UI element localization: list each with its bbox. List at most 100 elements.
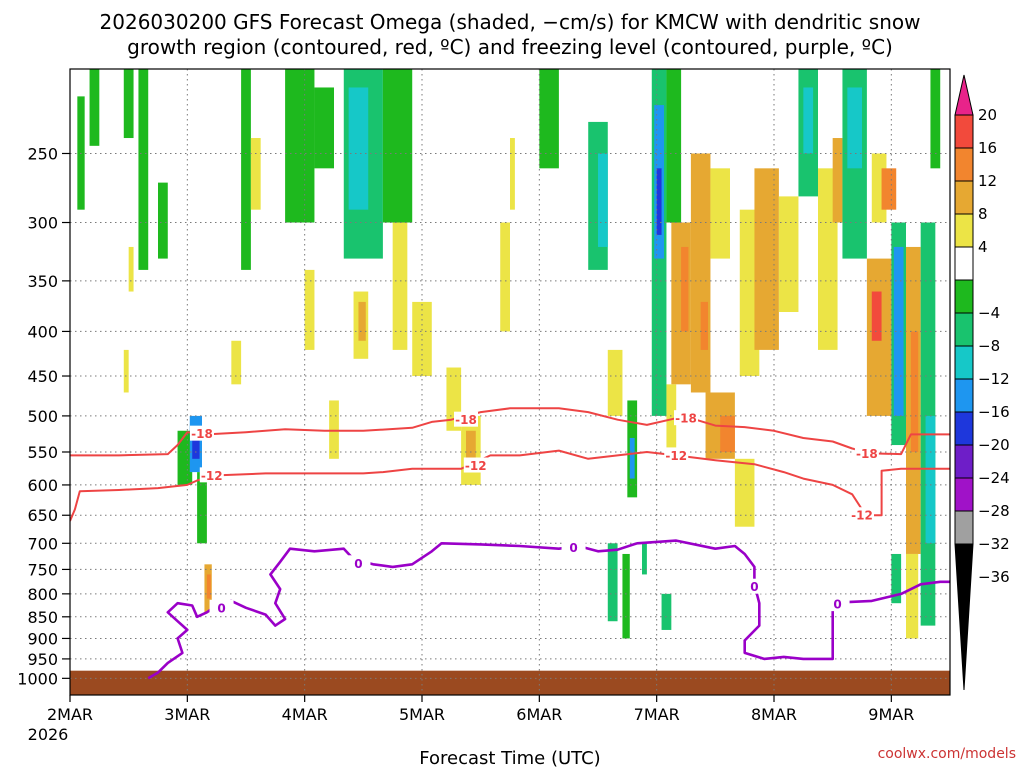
omega-cell-63 [847,87,862,169]
x-tick-label-8MAR: 8MAR [751,705,797,724]
omega-cell-47 [666,384,677,459]
contour-label-2-3: 0 [750,580,758,594]
isotherm-contours: -18 -18 -18 -18 -12 -12 -12 -12 0 0 0 0 0 [70,407,950,680]
omega-cell-4 [158,182,168,259]
omega-cell-22 [329,400,339,459]
contour-label-0-2: -18 [675,412,697,426]
contour-label-bg-2-2 [561,539,586,555]
contour-label-2-1: 0 [354,557,362,571]
omega-cell-57 [778,196,799,313]
colorbar: 20 16 12 8 4 −4 −8 −12 −16 −20 −24 −28 −32 −36 [954,74,1010,691]
omega-cell-50 [710,168,730,259]
colorbar-tick-9: −20 [978,436,1010,454]
contour-label-1-3: -12 [851,509,873,523]
chart-title-line1: 2026030200 GFS Forecast Omega (shaded, −… [100,10,921,34]
contour-label-0-3: -18 [856,447,878,461]
x-tick-label-9MAR: 9MAR [868,705,914,724]
omega-cell-16 [285,69,315,223]
colorbar-bin-3 [954,180,974,215]
colorbar-tick-4: 4 [978,238,988,256]
contour-label-bg-1-3 [850,507,874,523]
x-tick-label-7MAR: 7MAR [634,705,680,724]
omega-cell-7 [177,430,193,485]
contour-line--12 [70,449,950,522]
x-axis-ticks: 2MAR 3MAR 4MAR 5MAR 6MAR 7MAR 8MAR 9MAR [47,695,914,724]
contour-line-0 [147,539,950,680]
colorbar-tick-11: −28 [978,502,1010,520]
colorbar-tick-10: −24 [978,469,1010,487]
y-axis-ticks: 250 300 350 400 450 500 550 600 650 700 750 800 850 9… [17,144,70,688]
colorbar-tick-8: −16 [978,403,1010,421]
omega-cell-48 [690,153,711,393]
contour-label-2-2: 0 [569,541,577,555]
colorbar-bin-13 [954,510,974,545]
omega-cell-53 [734,458,755,527]
omega-cell-52 [720,415,735,452]
colorbar-bin-11 [954,444,974,479]
omega-cell-35 [607,349,623,416]
omega-cell-25 [392,222,408,350]
omega-cell-38 [607,543,618,622]
omega-cell-2 [123,69,134,139]
colorbar-bin-7 [954,312,974,347]
omega-cell-9 [192,430,200,459]
y-tick-label-650: 650 [27,506,58,525]
omega-cell-21 [304,269,315,350]
colorbar-bin-1 [954,114,974,149]
omega-cell-40 [642,543,647,575]
contour-label-1-0: -12 [201,469,223,483]
x-tick-label-3MAR: 3MAR [164,705,210,724]
contour-label-bg-2-3 [742,578,767,594]
gridlines [70,69,950,695]
y-tick-label-900: 900 [27,629,58,648]
omega-cell-24 [358,301,366,341]
omega-cell-1 [89,69,100,146]
omega-cell-15 [231,340,242,385]
omega-cell-31 [510,138,515,210]
ground-layer [70,670,950,695]
colorbar-tick-5: −4 [978,304,1000,322]
contour-label-bg-1-0 [199,467,224,483]
colorbar-bin-6 [954,279,974,314]
contour-label-bg-2-0 [209,599,234,615]
ground-surface [70,670,950,695]
y-tick-label-300: 300 [27,214,58,233]
omega-cell-43 [656,168,662,235]
omega-cell-32 [539,69,559,169]
colorbar-bin-5 [954,246,974,281]
chart-title-line2: growth region (contoured, red, ºC) and f… [127,35,893,59]
omega-cell-73 [925,415,936,544]
colorbar-tick-6: −8 [978,337,1000,355]
omega-cell-34 [598,153,608,247]
omega-cell-39 [622,553,630,639]
x-tick-label-5MAR: 5MAR [399,705,445,724]
y-tick-label-250: 250 [27,144,58,163]
contour-label-0-0: -18 [191,427,213,441]
contour-label-bg-0-1 [454,411,478,427]
colorbar-bin-14 [954,543,974,691]
contour-label-bg-0-2 [674,410,698,426]
omega-cell-75 [906,553,919,639]
omega-cell-65 [871,291,882,341]
omega-cell-56 [754,168,779,350]
omega-cell-71 [910,331,919,452]
omega-cell-3 [138,69,149,270]
x-tick-label-6MAR: 6MAR [516,705,562,724]
contour-label-1-1: -12 [465,459,487,473]
colorbar-bin-2 [954,147,974,182]
y-tick-label-450: 450 [27,367,58,386]
contour-label-bg-0-0 [190,425,214,441]
x-axis-year-label: 2026 [28,725,69,744]
y-tick-label-700: 700 [27,534,58,553]
contour-label-2-0: 0 [217,601,225,615]
colorbar-tick-12: −32 [978,535,1010,553]
colorbar-tick-0: 20 [978,106,997,124]
omega-cell-76 [891,553,902,604]
omega-cell-61 [832,138,843,223]
y-tick-label-1000: 1000 [17,669,58,688]
x-tick-label-2MAR: 2MAR [47,705,93,724]
contour-label-bg-1-2 [664,447,689,463]
site-credit: coolwx.com/models [878,746,1016,762]
omega-cell-20 [382,69,413,223]
